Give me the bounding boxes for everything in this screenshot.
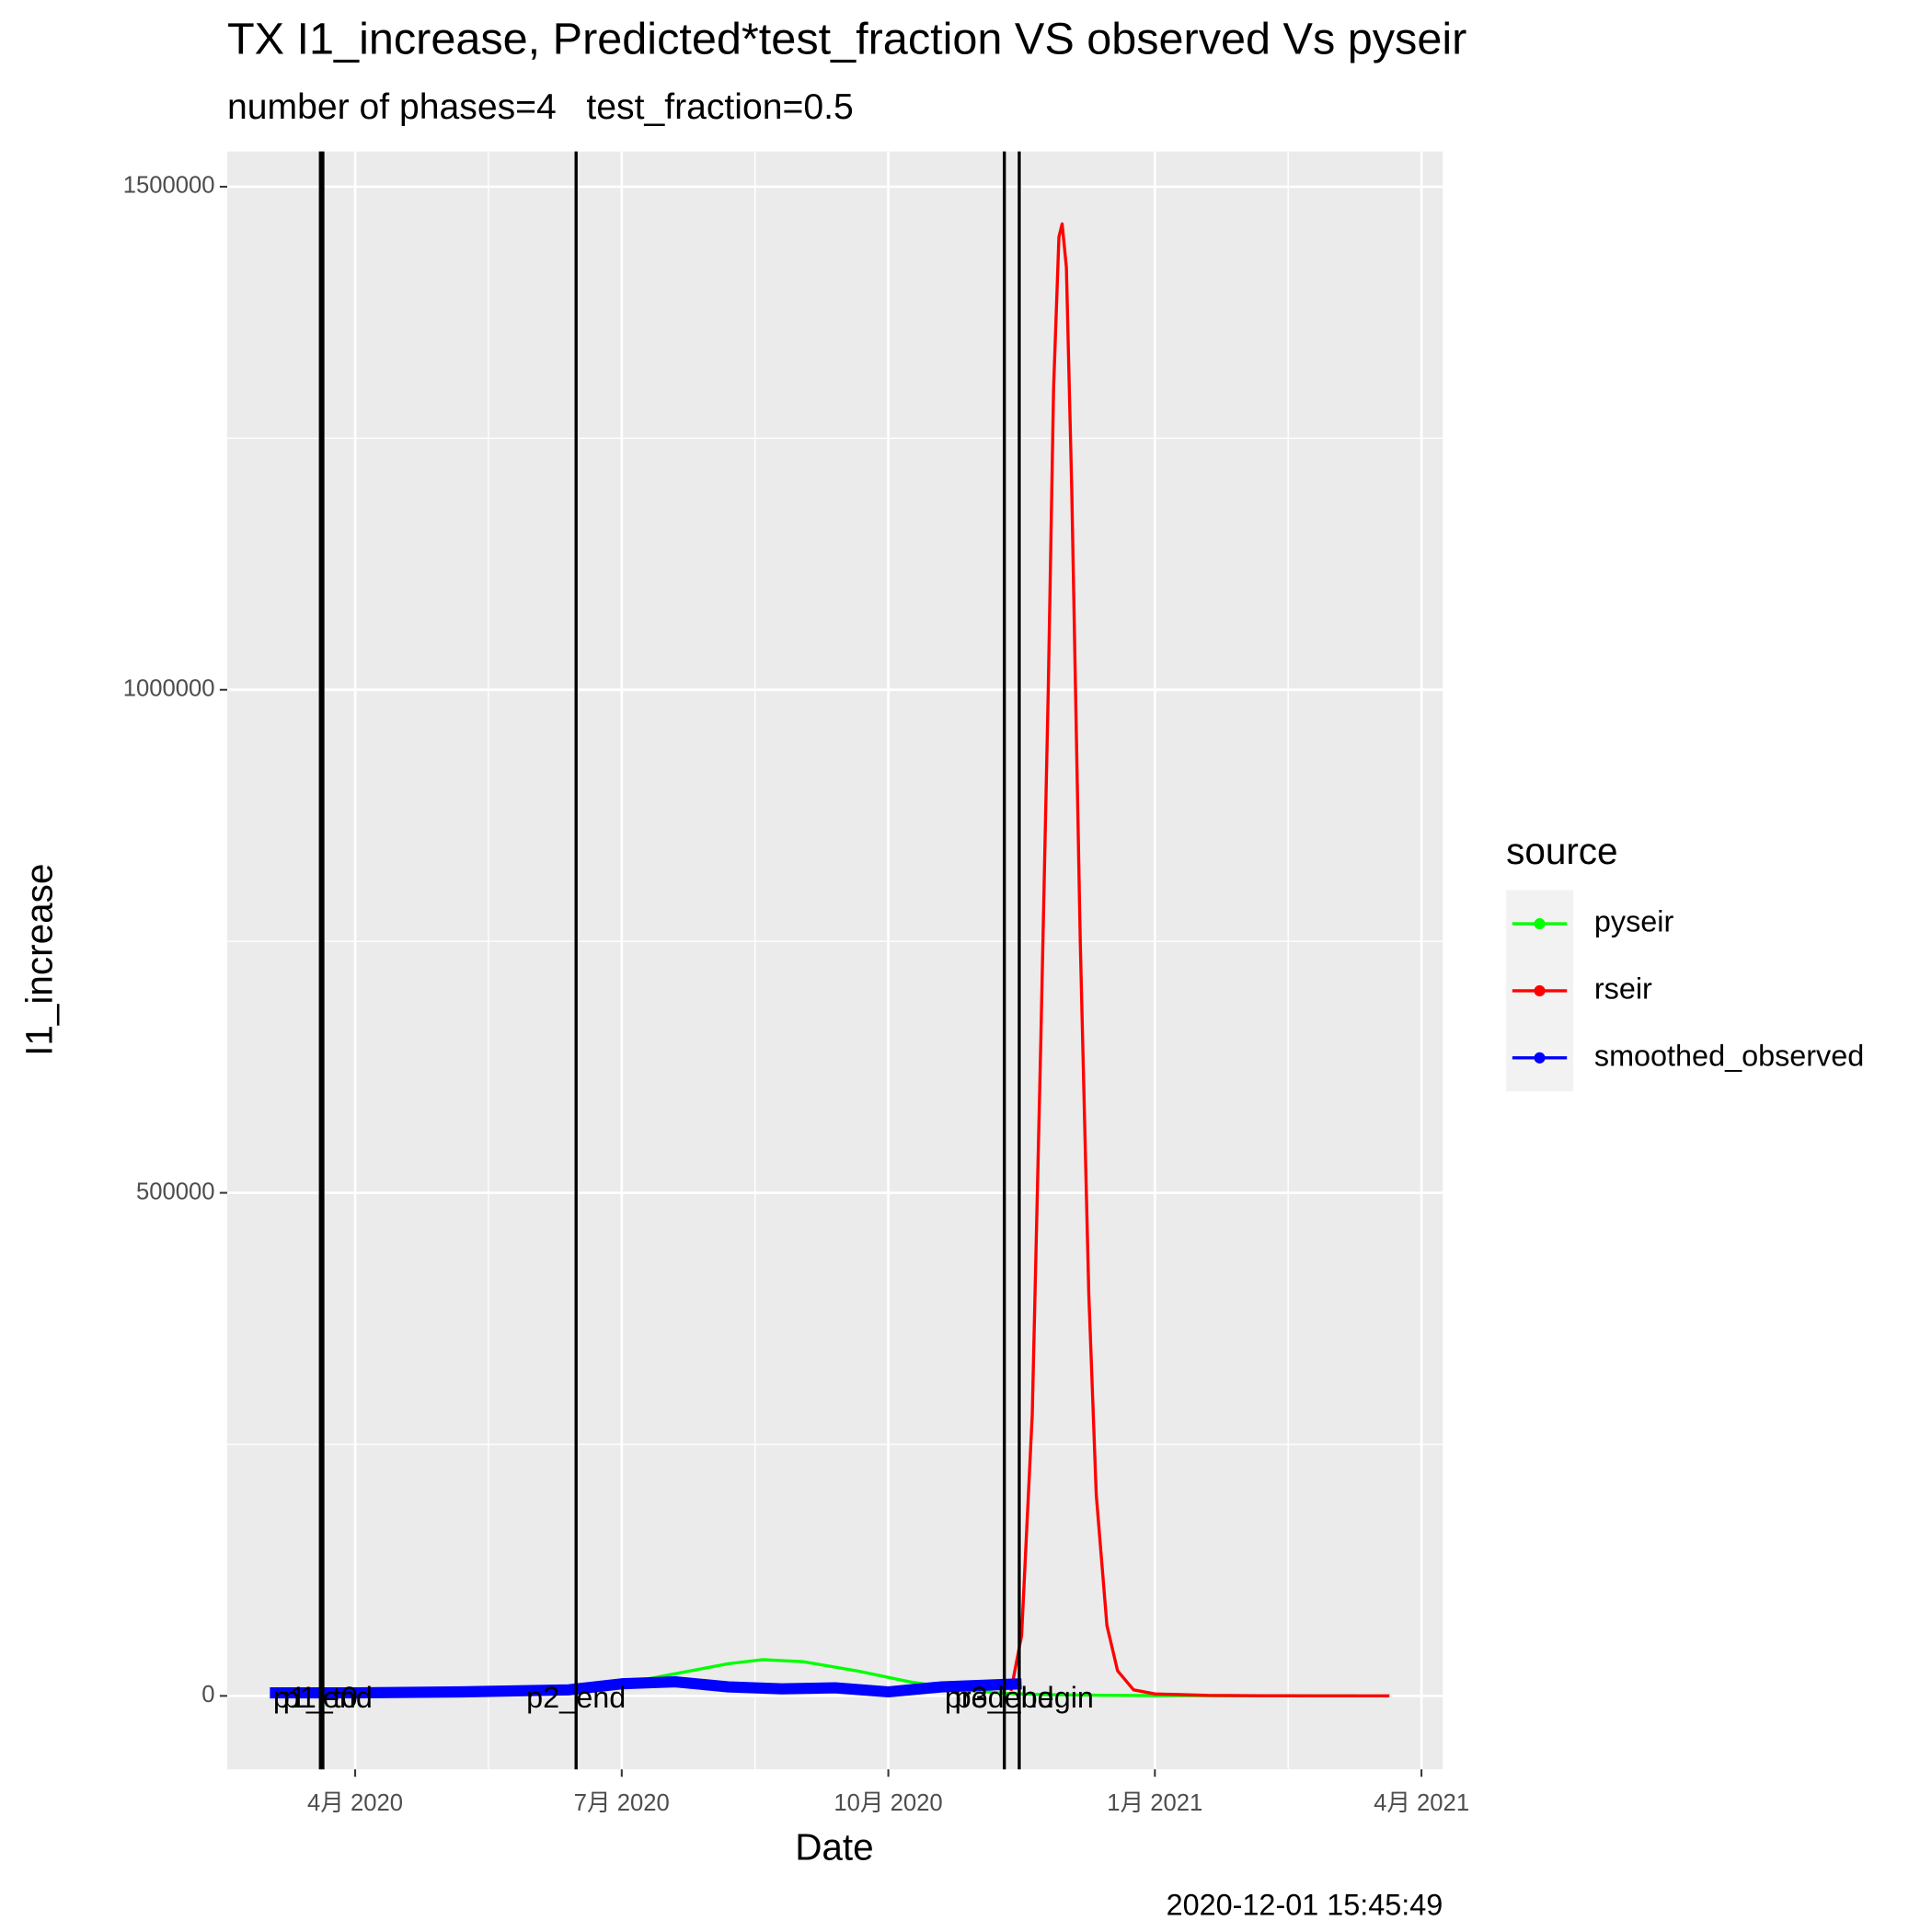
legend: pyseir rseir smoothed_observed (1506, 890, 1864, 1092)
y-tick-label: 500000 (136, 1179, 215, 1204)
y-tick-label: 1000000 (123, 676, 215, 702)
x-tick-label: 4月 2020 (307, 1790, 403, 1816)
x-tick-label: 1月 2021 (1107, 1790, 1202, 1816)
legend-label: rseir (1594, 972, 1652, 1006)
chart-title: TX I1_increase, Predicted*test_fraction … (227, 15, 1466, 64)
y-tick-label: 1500000 (123, 173, 215, 199)
legend-title: source (1506, 830, 1617, 872)
phase-label: pred_begin (945, 1681, 1094, 1714)
legend-key-point (1534, 1052, 1546, 1064)
x-tick-label: 4月 2021 (1374, 1790, 1469, 1816)
legend-key-point (1534, 918, 1546, 930)
y-axis-title: I1_increase (18, 864, 61, 1056)
phase-label: p1_t0 (283, 1681, 358, 1714)
legend-label: pyseir (1594, 905, 1674, 938)
x-tick-label: 7月 2020 (574, 1790, 670, 1816)
series-line (270, 1675, 1022, 1699)
plot-panel (226, 151, 1443, 1770)
legend-label: smoothed_observed (1594, 1039, 1864, 1072)
chart-subtitle: number of phases=4 test_fraction=0.5 (227, 87, 854, 127)
caption: 2020-12-01 15:45:49 (1167, 1889, 1443, 1922)
x-tick-label: 10月 2020 (834, 1790, 942, 1816)
x-axis-title: Date (795, 1826, 873, 1869)
series-line (1009, 222, 1390, 1698)
y-tick-label: 0 (201, 1682, 214, 1708)
legend-key-point (1534, 984, 1546, 997)
phase-label: p1_end (273, 1681, 373, 1714)
phase-label: p2_end (526, 1681, 626, 1714)
phase-label: p3_end (955, 1681, 1054, 1714)
